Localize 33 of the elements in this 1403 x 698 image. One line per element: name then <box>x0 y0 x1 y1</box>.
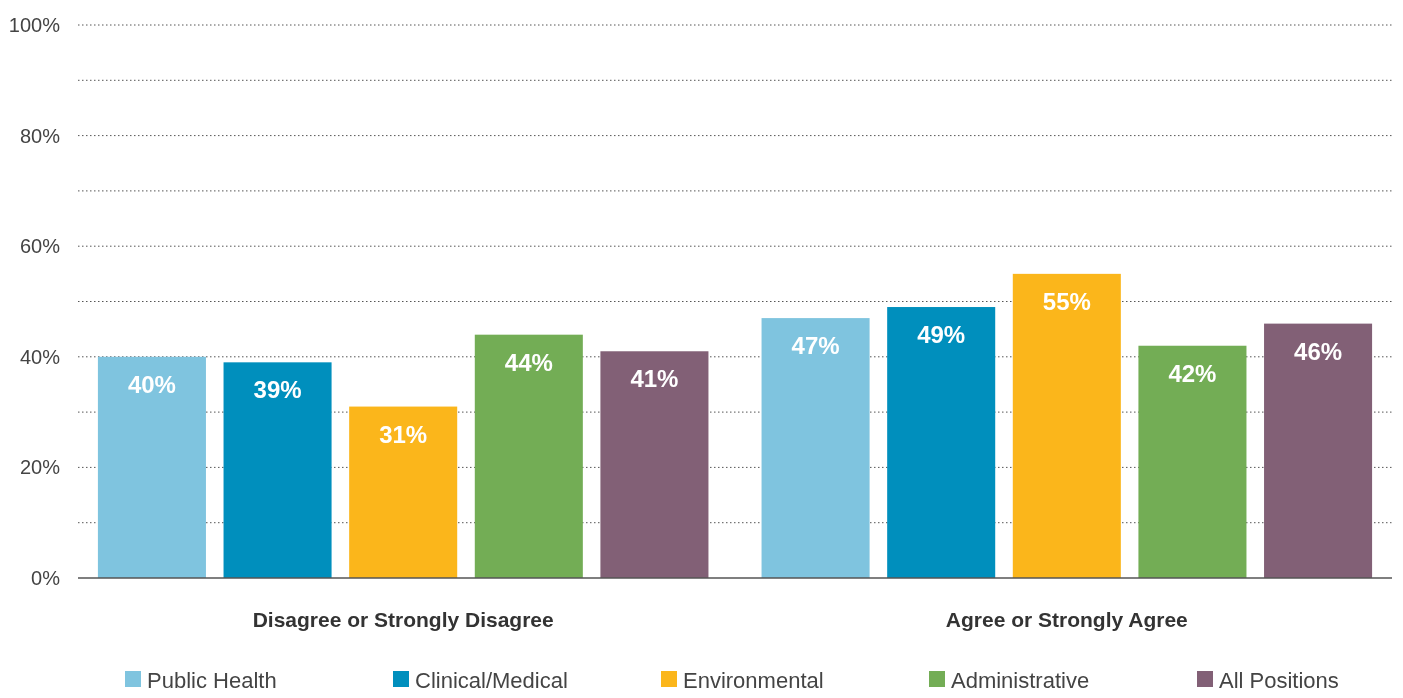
y-tick-label: 40% <box>19 345 61 368</box>
data-label: 31% <box>379 420 428 448</box>
legend-label: Environmental <box>683 668 824 693</box>
y-tick-label: 0% <box>31 567 61 589</box>
data-label: 41% <box>630 365 679 393</box>
bar <box>600 351 709 578</box>
data-label: 47% <box>791 332 840 360</box>
legend-label: Administrative <box>951 668 1090 693</box>
data-label: 49% <box>917 321 966 349</box>
legend-label: Clinical/Medical <box>415 668 568 693</box>
data-label: 40% <box>127 370 176 398</box>
y-tick-label: 80% <box>19 124 61 147</box>
bar <box>223 362 332 578</box>
bar <box>1012 273 1121 578</box>
y-tick-label: 100% <box>8 14 61 36</box>
legend-label: All Positions <box>1219 668 1339 693</box>
bar <box>474 334 583 578</box>
bar <box>97 356 206 578</box>
bar <box>1138 345 1247 578</box>
data-label: 44% <box>504 348 553 376</box>
x-tick-label: Agree or Strongly Agree <box>945 608 1188 631</box>
x-tick-label: Disagree or Strongly Disagree <box>252 608 554 631</box>
legend-label: Public Health <box>147 668 277 693</box>
data-label: 39% <box>253 376 302 404</box>
data-label: 46% <box>1294 337 1343 365</box>
data-label: 55% <box>1042 287 1091 315</box>
y-tick-label: 20% <box>19 456 61 479</box>
bar <box>1264 323 1373 578</box>
bar <box>887 307 996 578</box>
bar <box>349 406 458 578</box>
bar <box>761 318 870 578</box>
data-label: 42% <box>1168 359 1217 387</box>
y-tick-label: 60% <box>19 235 61 258</box>
